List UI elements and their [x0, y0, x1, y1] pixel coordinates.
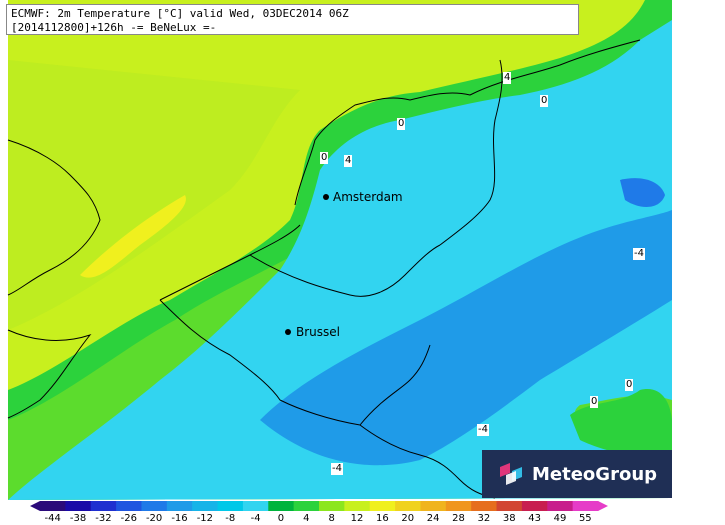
colorbar-tick-label: 28 [452, 513, 465, 524]
contour-label: 0 [397, 118, 406, 130]
colorbar-segment [40, 501, 66, 511]
map-subtitle: [2014112800]+126h -= BeNeLux =- [11, 21, 217, 34]
colorbar-segment [547, 501, 574, 511]
colorbar-segment [192, 501, 219, 511]
colorbar-tick-label: 20 [401, 513, 415, 524]
contour-label: -4 [633, 248, 645, 260]
colorbar-tick-label: 32 [477, 513, 491, 524]
logo-text: MeteoGroup [532, 463, 658, 485]
colorbar-segment [319, 501, 345, 511]
colorbar-segment [369, 501, 396, 511]
contour-label: 0 [625, 379, 634, 391]
border-be-nl [249, 244, 441, 297]
contour-label: 0 [590, 396, 599, 408]
colorbar-segment [293, 501, 320, 511]
colorbar-segment [572, 501, 599, 511]
colorbar-tick-label: 16 [376, 513, 389, 524]
colorbar-tick-label: 4 [303, 513, 310, 524]
colorbar-tick-label: 0 [277, 513, 285, 524]
border-fr-be [159, 299, 361, 426]
borders [7, 39, 641, 499]
contour-label: -4 [331, 463, 343, 475]
coastline-england-south [7, 329, 92, 419]
colorbar-tick-label: 24 [426, 513, 440, 524]
cold-core [260, 210, 672, 466]
colorbar-segment [395, 501, 421, 511]
colorbar-segment [90, 501, 117, 511]
colorbar-tick-label: 49 [553, 513, 567, 524]
city-label-brussel: Brussel [296, 325, 340, 339]
contour-label: 4 [344, 155, 353, 167]
colorbar-tick-label: -44 [44, 513, 61, 524]
colorbar-tick-label: -20 [145, 513, 163, 524]
colorbar-segment [420, 501, 447, 511]
colorbar-segment [471, 501, 498, 511]
colorbar-segment [445, 501, 472, 511]
colorbar-segment [242, 501, 269, 511]
sea-band [8, 60, 300, 330]
colorbar-tick-label: 12 [350, 513, 364, 524]
city-dot-amsterdam [323, 194, 329, 200]
meteogroup-logo: MeteoGroup [482, 450, 672, 498]
temperature-colorbar [30, 501, 608, 511]
colorbar-arrow-right [598, 501, 608, 511]
title-box: ECMWF: 2m Temperature [°C] valid Wed, 03… [6, 4, 579, 35]
colorbar-tick-label: -4 [250, 513, 261, 524]
coastline-england [7, 139, 101, 296]
colorbar-segment [65, 501, 92, 511]
colorbar-segment [268, 501, 295, 511]
colorbar-segment [344, 501, 371, 511]
colorbar-tick-label: 55 [578, 513, 592, 524]
colorbar-segment [166, 501, 193, 511]
border-lux [359, 424, 496, 499]
contour-label: 0 [540, 95, 549, 107]
colorbar-tick-label: 8 [328, 513, 335, 524]
colorbar-tick-label: -38 [69, 513, 87, 524]
colorbar-tick-label: -12 [196, 513, 214, 524]
colorbar-segment [496, 501, 523, 511]
coastline-belgium [159, 224, 301, 301]
contour-label: -4 [477, 424, 489, 436]
contour-label: 4 [503, 72, 512, 84]
colorbar-segment [116, 501, 142, 511]
border-de-south [359, 344, 431, 426]
border-de [439, 59, 503, 246]
map-title: ECMWF: 2m Temperature [°C] valid Wed, 03… [11, 7, 349, 20]
warm-spot [80, 195, 186, 278]
meteogroup-logo-icon [500, 463, 522, 485]
city-label-amsterdam: Amsterdam [333, 190, 403, 204]
colorbar-tick-label: 43 [528, 513, 541, 524]
colorbar-tick-label: -16 [171, 513, 188, 524]
colorbar-segment [141, 501, 168, 511]
colorbar-tick-label: -26 [120, 513, 137, 524]
colorbar-tick-label: 38 [502, 513, 516, 524]
coastline-netherlands [294, 39, 641, 206]
colorbar-tick-label: -32 [95, 513, 112, 524]
cold-spot [620, 178, 665, 207]
contour-label: 0 [320, 152, 329, 164]
colorbar-arrow-left [30, 501, 40, 511]
city-dot-brussel [285, 329, 291, 335]
colorbar-segment [521, 501, 548, 511]
colorbar-segment [217, 501, 244, 511]
colorbar-tick-label: -8 [225, 513, 236, 524]
